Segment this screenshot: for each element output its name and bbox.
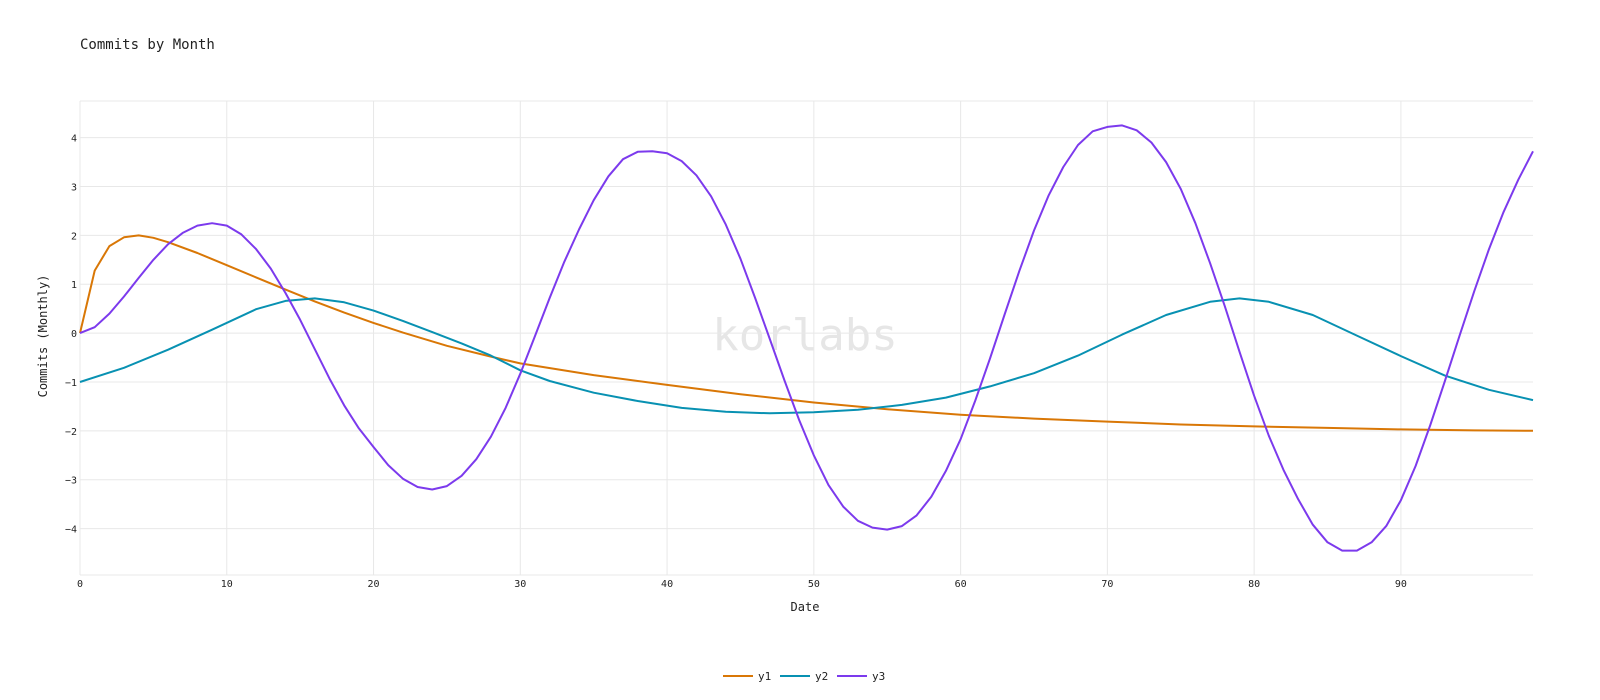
legend-label: y3 (872, 670, 885, 683)
x-tick-label: 70 (1101, 579, 1113, 590)
chart-title: Commits by Month (80, 37, 215, 53)
y-tick-label: 3 (71, 183, 77, 194)
legend-item-y1[interactable]: y1 (723, 670, 771, 683)
y-axis-label: Commits (Monthly) (36, 275, 50, 398)
y-tick-label: 4 (71, 134, 77, 145)
legend-item-y3[interactable]: y3 (837, 670, 885, 683)
series-lines (79, 124, 1534, 552)
legend-item-y2[interactable]: y2 (780, 670, 828, 683)
x-axis-ticks: 0 10 20 30 40 50 60 70 80 90 (77, 579, 1407, 590)
x-tick-label: 60 (955, 579, 967, 590)
legend[interactable]: y1 y2 y3 (723, 670, 885, 683)
series-line-y2 (79, 297, 1534, 415)
x-tick-label: 0 (77, 579, 83, 590)
legend-label: y1 (758, 670, 771, 683)
y-tick-label: −4 (65, 525, 77, 536)
x-tick-label: 40 (661, 579, 673, 590)
legend-label: y2 (815, 670, 828, 683)
x-axis-label: Date (791, 600, 820, 614)
x-tick-label: 10 (221, 579, 233, 590)
watermark-text: korlabs (712, 310, 897, 361)
y-tick-label: 0 (71, 329, 77, 340)
series-line-y3 (79, 124, 1534, 552)
gridlines (79, 100, 1533, 576)
y-tick-label: 2 (71, 231, 77, 242)
x-tick-label: 30 (514, 579, 526, 590)
x-tick-label: 90 (1395, 579, 1407, 590)
x-tick-label: 50 (808, 579, 820, 590)
y-tick-label: −2 (65, 427, 77, 438)
y-tick-label: −1 (65, 378, 77, 389)
y-tick-label: −3 (65, 476, 77, 487)
y-tick-label: 1 (71, 280, 77, 291)
y-axis-ticks: −4 −3 −2 −1 0 1 2 3 4 (65, 134, 77, 536)
series-line-y1 (79, 234, 1534, 432)
x-tick-label: 20 (368, 579, 380, 590)
x-tick-label: 80 (1248, 579, 1260, 590)
